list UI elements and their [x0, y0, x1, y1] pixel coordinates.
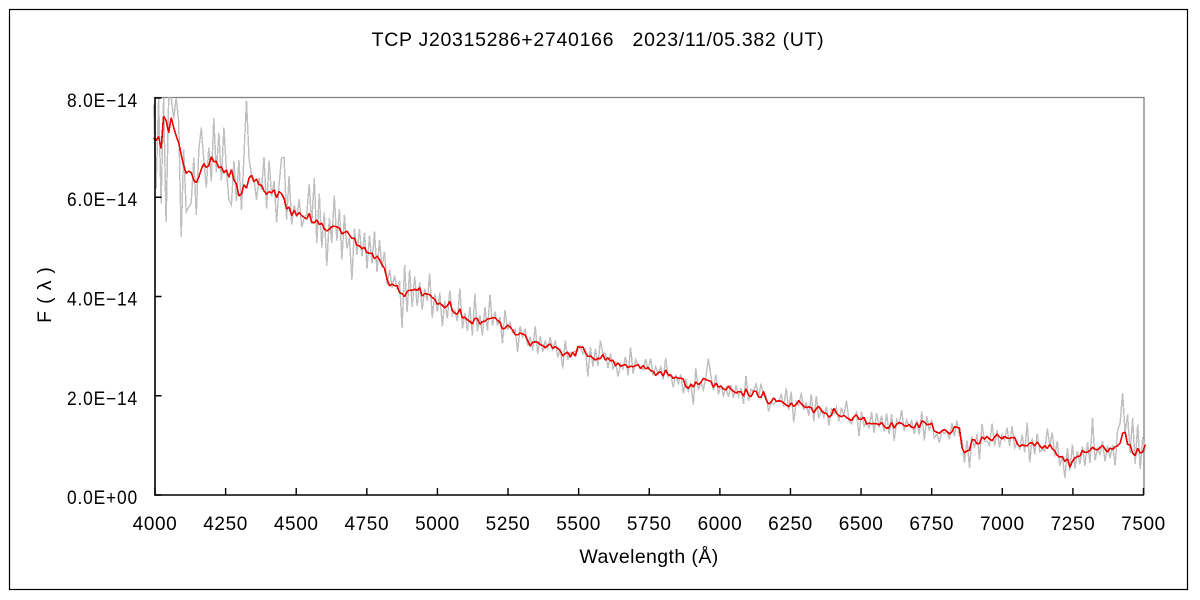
svg-text:5000: 5000 [415, 514, 460, 535]
svg-text:5250: 5250 [486, 514, 531, 535]
svg-text:4750: 4750 [344, 514, 389, 535]
svg-text:6500: 6500 [839, 514, 884, 535]
svg-text:TCP J20315286+2740166 2023/1: TCP J20315286+2740166 2023/11/05.382 (UT… [372, 29, 825, 51]
svg-text:8.0E−14: 8.0E−14 [67, 91, 138, 112]
svg-text:7000: 7000 [980, 514, 1025, 535]
svg-text:4250: 4250 [203, 514, 248, 535]
svg-text:6000: 6000 [698, 514, 743, 535]
svg-text:6250: 6250 [768, 514, 813, 535]
svg-text:5750: 5750 [627, 514, 672, 535]
svg-text:0.0E+00: 0.0E+00 [67, 488, 138, 509]
svg-text:6.0E−14: 6.0E−14 [67, 190, 138, 211]
svg-text:4500: 4500 [274, 514, 319, 535]
svg-text:2.0E−14: 2.0E−14 [67, 389, 138, 410]
svg-text:7250: 7250 [1051, 514, 1096, 535]
svg-text:4000: 4000 [133, 514, 178, 535]
svg-text:5500: 5500 [556, 514, 601, 535]
svg-text:4.0E−14: 4.0E−14 [67, 290, 138, 311]
svg-text:7500: 7500 [1121, 514, 1166, 535]
svg-text:F(λ): F(λ) [34, 260, 56, 323]
svg-text:Wavelength (Å): Wavelength (Å) [579, 545, 718, 568]
svg-text:6750: 6750 [909, 514, 954, 535]
